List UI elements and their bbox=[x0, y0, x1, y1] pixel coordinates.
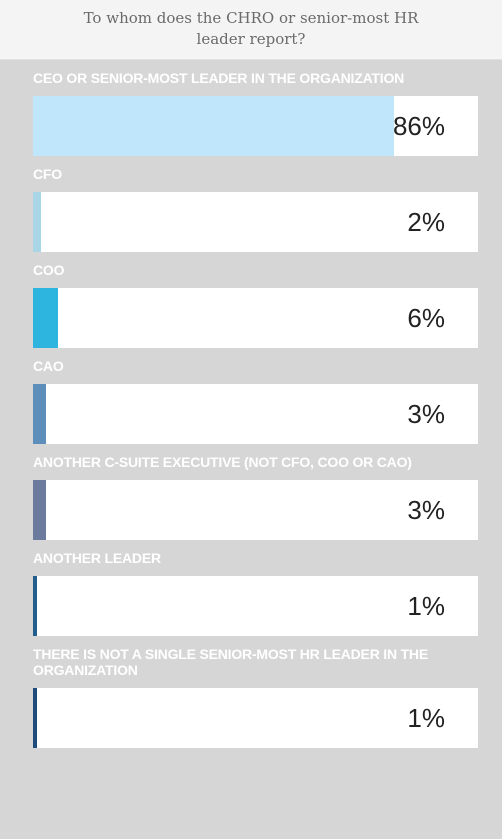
category-label: ANOTHER LEADER bbox=[33, 550, 161, 566]
bar bbox=[33, 96, 395, 156]
bar-track: 3% bbox=[33, 384, 478, 444]
bar bbox=[33, 192, 42, 252]
rows: CEO OR SENIOR-MOST LEADER IN THE ORGANIZ… bbox=[0, 60, 502, 748]
category-label: THERE IS NOT A SINGLE SENIOR-MOST HR LEA… bbox=[33, 646, 428, 678]
bar bbox=[33, 688, 38, 748]
bar-row: COO 6% bbox=[0, 252, 502, 348]
bar bbox=[33, 480, 46, 540]
bar-track: 2% bbox=[33, 192, 478, 252]
bar bbox=[33, 288, 59, 348]
bar-row: CEO OR SENIOR-MOST LEADER IN THE ORGANIZ… bbox=[0, 60, 502, 156]
bar-track: 86% bbox=[33, 96, 478, 156]
bar-row: CFO 2% bbox=[0, 156, 502, 252]
bar-row: ANOTHER LEADER 1% bbox=[0, 540, 502, 636]
category-label: ANOTHER C-SUITE EXECUTIVE (NOT CFO, COO … bbox=[33, 454, 412, 470]
bar-track: 6% bbox=[33, 288, 478, 348]
value-label: 86% bbox=[392, 111, 445, 141]
category-label: CEO OR SENIOR-MOST LEADER IN THE ORGANIZ… bbox=[33, 70, 405, 86]
bar bbox=[33, 384, 46, 444]
category-label: COO bbox=[33, 262, 65, 278]
category-label: CFO bbox=[33, 166, 62, 182]
value-label: 3% bbox=[407, 495, 445, 525]
bar-row: CAO 3% bbox=[0, 348, 502, 444]
bar-track: 3% bbox=[33, 480, 478, 540]
category-label: CAO bbox=[33, 358, 64, 374]
value-label: 1% bbox=[407, 703, 445, 733]
value-label: 1% bbox=[407, 591, 445, 621]
value-label: 3% bbox=[407, 399, 445, 429]
bar-track: 1% bbox=[33, 576, 478, 636]
chart-title: To whom does the CHRO or senior-most HR … bbox=[0, 0, 502, 60]
value-label: 2% bbox=[407, 207, 445, 237]
value-label: 6% bbox=[407, 303, 445, 333]
bar-track: 1% bbox=[33, 688, 478, 748]
bar-row: THERE IS NOT A SINGLE SENIOR-MOST HR LEA… bbox=[0, 636, 502, 748]
bar bbox=[33, 576, 38, 636]
bar-row: ANOTHER C-SUITE EXECUTIVE (NOT CFO, COO … bbox=[0, 444, 502, 540]
